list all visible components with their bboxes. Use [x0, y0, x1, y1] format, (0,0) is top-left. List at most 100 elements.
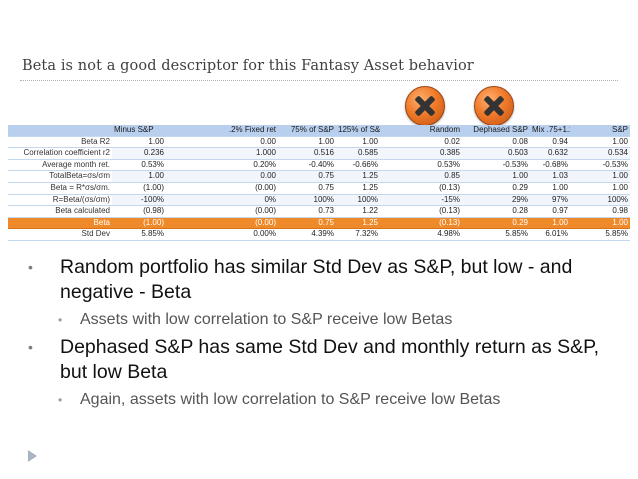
- title-divider: [20, 80, 618, 81]
- header-cell: 125% of S&P: [336, 125, 380, 137]
- row-label: TotalBeta=σs/σm: [8, 170, 112, 183]
- table-cell: 4.39%: [278, 228, 336, 241]
- beta-comparison-table: Minus S&P .2% Fixed ret 75% of S&P 125% …: [8, 125, 630, 241]
- row-label: Average month ret.: [8, 159, 112, 172]
- bullet-dot: •: [28, 259, 33, 275]
- table-row: TotalBeta=σs/σm 1.00 0.00 0.75 1.25 0.85 1.00 1…: [8, 170, 630, 183]
- data-table-container: Minus S&P .2% Fixed ret 75% of S&P 125% …: [8, 125, 630, 241]
- beta-highlight-row: Beta (1.00) (0.00) 0.75 1.25 (0.13) 0.29 1.00 1.…: [8, 217, 630, 230]
- table-cell: 1.00: [462, 170, 530, 183]
- bullet-text: Random portfolio has similar Std Dev as …: [60, 256, 573, 303]
- table-cell: 0.97: [530, 205, 570, 218]
- row-label: Std Dev: [8, 228, 112, 241]
- table-cell: 0.29: [462, 217, 530, 230]
- bullet-list: • Random portfolio has similar Std Dev a…: [28, 255, 618, 415]
- table-cell: 0.75: [278, 182, 336, 195]
- table-cell: 97%: [530, 194, 570, 207]
- table-cell: 0.632: [530, 147, 570, 160]
- spacer-cell: [166, 159, 224, 172]
- table-cell: 0.516: [278, 147, 336, 160]
- table-cell: 1.00: [112, 136, 166, 149]
- table-cell: -0.53%: [462, 159, 530, 172]
- table-cell: 1.00: [336, 136, 380, 149]
- table-cell: 1.03: [530, 170, 570, 183]
- table-cell: 0.503: [462, 147, 530, 160]
- table-cell: (0.00): [224, 205, 278, 218]
- table-cell: 0.53%: [380, 159, 462, 172]
- bullet-dot: •: [28, 339, 33, 355]
- table-cell: 0.75: [278, 170, 336, 183]
- table-cell: (0.00): [224, 217, 278, 230]
- bullet-item: • Dephased S&P has same Std Dev and mont…: [28, 335, 618, 385]
- header-cell: Dephased S&P: [462, 125, 530, 137]
- table-row: Beta = R*σs/σm. (1.00) (0.00) 0.75 1.25 (0.13…: [8, 182, 630, 195]
- table-cell: 1.00: [570, 170, 630, 183]
- table-cell: 1.00: [112, 170, 166, 183]
- table-cell: 6.01%: [530, 228, 570, 241]
- spacer-cell: [166, 194, 224, 207]
- table-cell: 1.00: [570, 217, 630, 230]
- table-cell: 1.22: [336, 205, 380, 218]
- bullet-dot: •: [58, 393, 63, 407]
- table-row: Beta calculated (0.98) (0.00) 0.73 1.22 (0.13…: [8, 205, 630, 218]
- sub-bullet-text: Again, assets with low correlation to S&…: [80, 391, 501, 408]
- table-cell: 1.00: [530, 182, 570, 195]
- header-cell-blank: [8, 125, 112, 137]
- table-cell: 0%: [224, 194, 278, 207]
- table-cell: 0.94: [530, 136, 570, 149]
- spacer-cell: [166, 170, 224, 183]
- table-row: Std Dev 5.85% 0.00% 4.39% 7.32% 4.98% 5.85% 6.0…: [8, 228, 630, 241]
- slide-title: Beta is not a good descriptor for this F…: [22, 58, 474, 74]
- table-cell: 7.32%: [336, 228, 380, 241]
- table-body: Beta R2 1.00 0.00 1.00 1.00 0.02 0.08 0.94 1.00 C…: [8, 136, 630, 241]
- bullet-item: • Random portfolio has similar Std Dev a…: [28, 255, 618, 305]
- row-label: Beta: [8, 217, 112, 230]
- next-arrow-icon[interactable]: [28, 450, 37, 462]
- table-cell: 4.98%: [380, 228, 462, 241]
- table-row: Correlation coefficient r2 0.236 1.000 0.51…: [8, 147, 630, 160]
- x-circle-icon: [405, 86, 445, 126]
- row-label: Beta R2: [8, 136, 112, 149]
- header-cell-blank: [166, 125, 224, 137]
- table-cell: -0.53%: [570, 159, 630, 172]
- table-cell: 29%: [462, 194, 530, 207]
- table-cell: 0.08: [462, 136, 530, 149]
- spacer-cell: [166, 182, 224, 195]
- row-label: R=Beta/(σs/σm): [8, 194, 112, 207]
- table-cell: 5.85%: [462, 228, 530, 241]
- table-cell: -15%: [380, 194, 462, 207]
- row-label: Beta calculated: [8, 205, 112, 218]
- table-cell: 0.02: [380, 136, 462, 149]
- table-cell: 1.00: [570, 136, 630, 149]
- table-cell: 0.385: [380, 147, 462, 160]
- table-cell: 100%: [336, 194, 380, 207]
- table-cell: -100%: [112, 194, 166, 207]
- spacer-cell: [166, 228, 224, 241]
- table-cell: (0.98): [112, 205, 166, 218]
- header-cell: Random: [380, 125, 462, 137]
- table-cell: 1.25: [336, 217, 380, 230]
- spacer-cell: [166, 147, 224, 160]
- sub-bullet-item: • Assets with low correlation to S&P rec…: [28, 310, 618, 330]
- table-cell: (0.00): [224, 182, 278, 195]
- table-cell: 0.585: [336, 147, 380, 160]
- spacer-cell: [166, 217, 224, 230]
- table-cell: 0.98: [570, 205, 630, 218]
- table-cell: -0.68%: [530, 159, 570, 172]
- table-row: R=Beta/(σs/σm) -100% 0% 100% 100% -15% 29% 97% 1…: [8, 194, 630, 207]
- spacer-cell: [166, 205, 224, 218]
- bullet-dot: •: [58, 313, 63, 327]
- header-cell: Mix .75+1.25: [530, 125, 570, 137]
- table-cell: (1.00): [112, 217, 166, 230]
- table-cell: 5.85%: [112, 228, 166, 241]
- table-cell: 5.85%: [570, 228, 630, 241]
- table-cell: 0.73: [278, 205, 336, 218]
- table-cell: 0.534: [570, 147, 630, 160]
- table-row: Beta R2 1.00 0.00 1.00 1.00 0.02 0.08 0.94 1.00: [8, 136, 630, 149]
- header-cell: S&P: [570, 125, 630, 137]
- table-cell: -0.66%: [336, 159, 380, 172]
- table-cell: 1.25: [336, 182, 380, 195]
- table-cell: 0.29: [462, 182, 530, 195]
- table-cell: 0.00: [224, 170, 278, 183]
